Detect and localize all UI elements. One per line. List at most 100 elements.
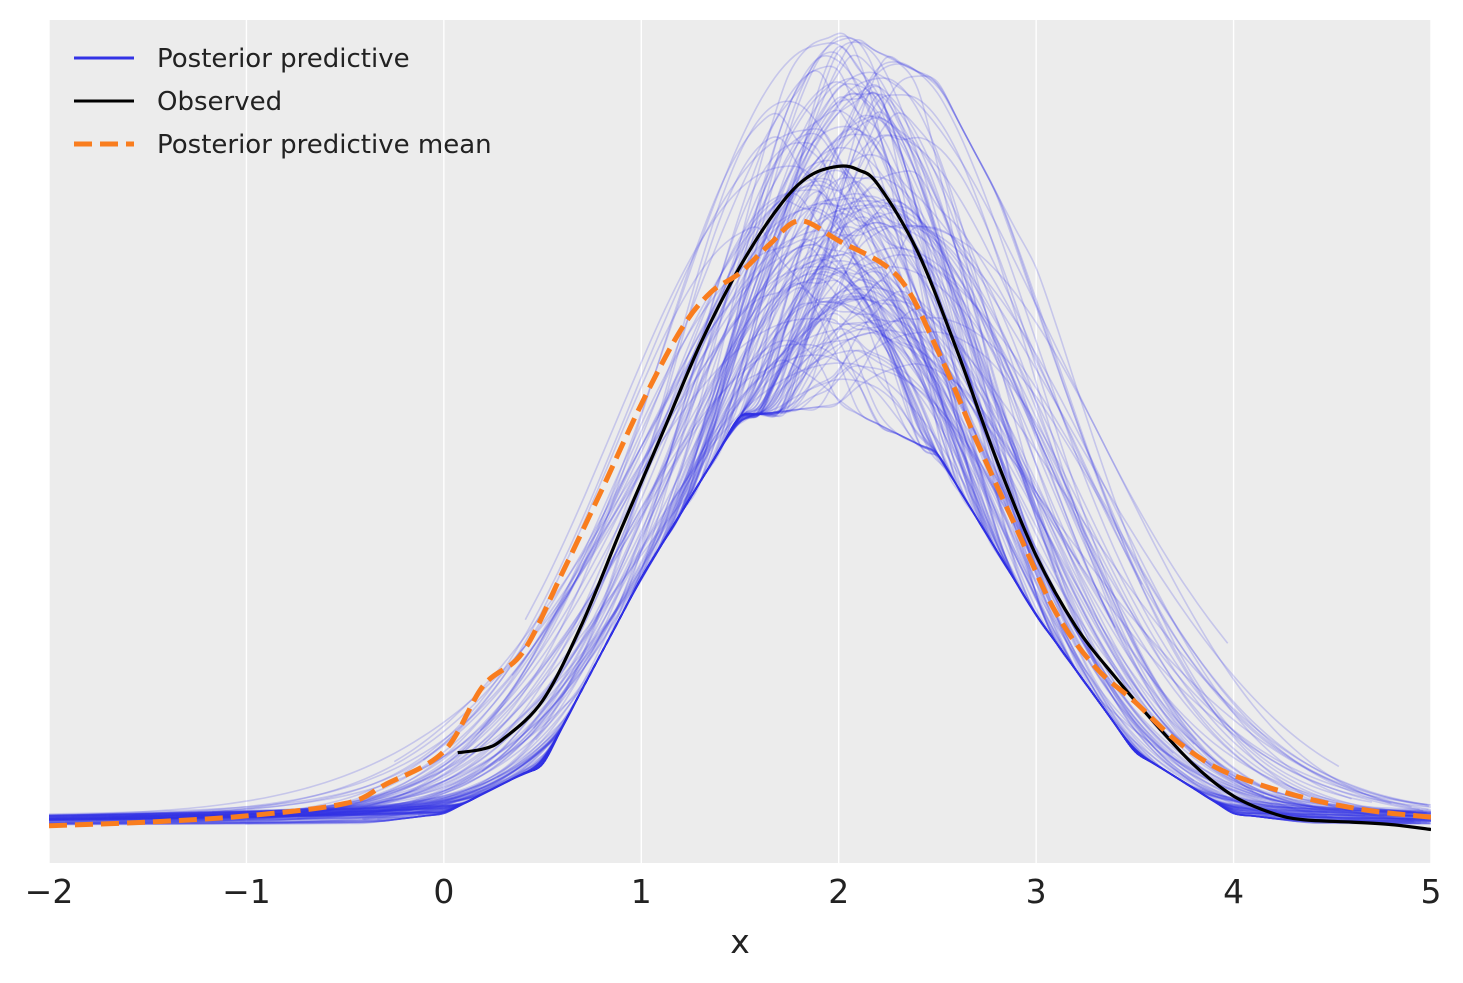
posterior-predictive-line [49, 205, 1057, 823]
posterior-predictive-line [226, 195, 1431, 816]
posterior-predictive-line [49, 169, 1077, 820]
posterior-predictive-line [49, 93, 1353, 817]
posterior-predictive-line [297, 200, 1423, 820]
posterior-predictive-line [49, 141, 1431, 823]
x-tick-label: −1 [222, 872, 271, 911]
posterior-predictive-line [112, 188, 1416, 824]
posterior-predictive-line [189, 199, 1414, 823]
posterior-predictive-line [83, 91, 1112, 824]
x-tick-label: 3 [1026, 872, 1047, 911]
posterior-predictive-line [497, 349, 1328, 814]
posterior-predictive-line [376, 92, 1423, 813]
posterior-predictive-line [49, 215, 1431, 817]
posterior-predictive-line [511, 128, 1421, 818]
posterior-predictive-line [49, 339, 1431, 822]
posterior-predictive-line [393, 246, 1421, 823]
posterior-predictive-line [49, 170, 1412, 821]
posterior-predictive-line [274, 329, 1420, 817]
posterior-predictive-line [125, 265, 1430, 819]
posterior-predictive-line [107, 211, 1352, 820]
posterior-predictive-line [239, 54, 1366, 824]
posterior-predictive-line [545, 279, 1415, 814]
posterior-predictive-line [154, 55, 1143, 822]
posterior-predictive-line [49, 132, 1431, 820]
x-axis-ticks: −2 −1 0 1 2 3 4 5 [25, 872, 1442, 911]
posterior-predictive-line [49, 229, 1431, 821]
posterior-predictive-line [540, 176, 1174, 765]
posterior-predictive-line [49, 354, 1431, 821]
posterior-predictive-line [422, 204, 1431, 824]
posterior-predictive-line [49, 111, 1195, 818]
posterior-predictive-line [49, 234, 1431, 820]
posterior-predictive-line [49, 282, 1116, 821]
posterior-predictive-line [532, 272, 1423, 820]
posterior-predictive-series [49, 32, 1431, 826]
posterior-predictive-line [49, 265, 1431, 825]
posterior-predictive-line [49, 70, 1333, 819]
observed-series [457, 164, 1431, 832]
x-tick-label: 5 [1421, 872, 1442, 911]
posterior-predictive-line [315, 260, 1422, 817]
posterior-predictive-line [49, 378, 1431, 821]
posterior-predictive-line [299, 270, 1425, 817]
x-tick-label: 0 [433, 872, 454, 911]
x-tick-label: 2 [828, 872, 849, 911]
posterior-predictive-line [49, 265, 1136, 817]
posterior-predictive-line [65, 38, 1428, 823]
posterior-predictive-line [362, 85, 1212, 820]
posterior-predictive-line [49, 200, 1431, 820]
posterior-predictive-line [49, 77, 1431, 822]
posterior-predictive-line [49, 292, 1431, 823]
x-tick-label: −2 [25, 872, 74, 911]
posterior-predictive-line [290, 225, 1416, 813]
posterior-predictive-line [260, 332, 1327, 817]
posterior-predictive-line [443, 134, 1412, 814]
posterior-predictive-line [225, 112, 1430, 823]
posterior-predictive-line [49, 198, 1431, 819]
posterior-predictive-line [49, 41, 1431, 819]
posterior-predictive-line [49, 286, 1431, 824]
posterior-predictive-line [406, 271, 1198, 808]
posterior-predictive-line [514, 247, 1423, 817]
posterior-predictive-line [400, 295, 1290, 815]
posterior-predictive-line [49, 226, 1431, 822]
posterior-predictive-line [112, 92, 1081, 820]
posterior-predictive-line [49, 65, 1254, 819]
posterior-predictive-line [496, 71, 1229, 778]
posterior-predictive-line [108, 363, 1431, 818]
posterior-predictive-line [404, 279, 1412, 815]
posterior-predictive-line [49, 51, 1431, 823]
posterior-predictive-line [418, 288, 1426, 820]
posterior-predictive-line [341, 312, 1428, 824]
posterior-predictive-line [559, 316, 1430, 808]
legend-label-posterior-predictive: Posterior predictive [157, 44, 410, 74]
posterior-predictive-line [481, 190, 1430, 824]
posterior-predictive-line [479, 202, 1074, 731]
posterior-predictive-line [49, 321, 1431, 822]
posterior-predictive-line [49, 45, 1431, 825]
posterior-predictive-line [49, 42, 1431, 825]
observed-line [457, 164, 1431, 832]
posterior-predictive-line [88, 319, 1431, 822]
posterior-predictive-line [49, 298, 1431, 821]
posterior-predictive-line [538, 270, 1428, 813]
posterior-predictive-line [49, 320, 1431, 825]
posterior-predictive-line [49, 290, 1313, 824]
posterior-predictive-line [132, 164, 1278, 816]
posterior-predictive-line [183, 300, 1348, 823]
grid-lines [48, 20, 1432, 863]
posterior-predictive-line [319, 186, 1307, 816]
legend: Posterior predictive Observed Posterior … [74, 44, 492, 160]
posterior-predictive-line [49, 262, 1431, 819]
posterior-predictive-line [163, 252, 1428, 821]
posterior-predictive-line [245, 176, 1430, 825]
x-tick-label: 1 [631, 872, 652, 911]
posterior-predictive-mean-series [49, 218, 1431, 829]
legend-label-observed: Observed [157, 87, 282, 117]
posterior-predictive-line [49, 317, 1372, 824]
posterior-predictive-line [49, 221, 1431, 826]
x-tick-label: 4 [1223, 872, 1244, 911]
posterior-predictive-line [49, 114, 1431, 825]
x-axis-label: x [730, 922, 750, 961]
